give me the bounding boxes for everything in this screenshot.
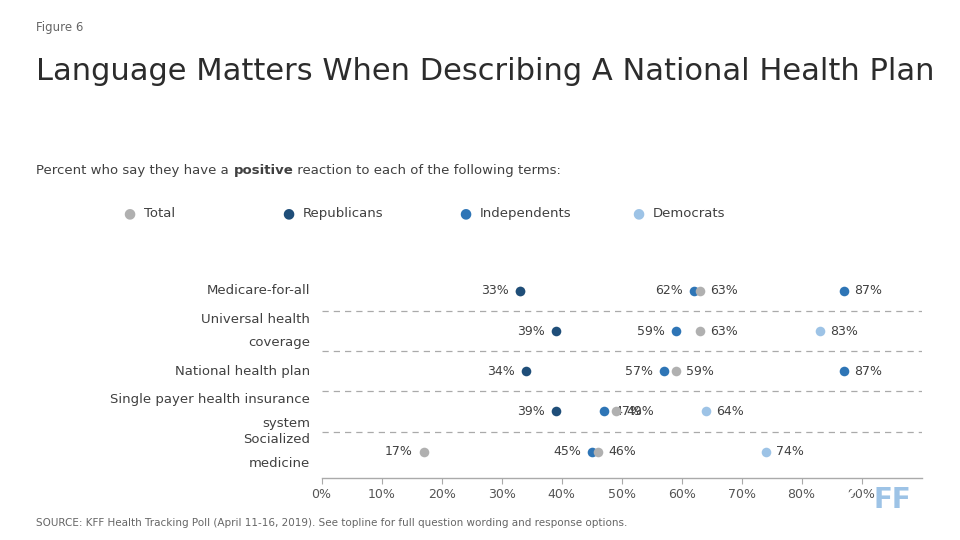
Text: Percent who say they have a: Percent who say they have a (36, 164, 233, 177)
Text: Democrats: Democrats (653, 207, 726, 220)
Text: 87%: 87% (854, 364, 882, 378)
Text: Universal health: Universal health (202, 313, 310, 326)
Text: HENRY J. KAISER: HENRY J. KAISER (836, 512, 881, 518)
Text: 74%: 74% (777, 446, 804, 458)
Text: 34%: 34% (487, 364, 515, 378)
Text: Total: Total (144, 207, 175, 220)
Point (836, 286, 852, 295)
Text: 46%: 46% (609, 446, 636, 458)
Text: ●: ● (124, 206, 135, 220)
Text: 63%: 63% (710, 284, 738, 297)
Text: ●: ● (633, 206, 644, 220)
Text: 39%: 39% (517, 405, 544, 418)
Point (757, 448, 773, 456)
Text: Socialized: Socialized (243, 434, 310, 447)
Text: coverage: coverage (248, 336, 310, 349)
Point (518, 367, 534, 376)
Text: ●: ● (282, 206, 294, 220)
Text: 17%: 17% (385, 446, 413, 458)
Text: 47%: 47% (614, 405, 642, 418)
Text: K: K (839, 486, 860, 514)
Text: FAMILY FOUNDATION: FAMILY FOUNDATION (836, 519, 893, 524)
Point (512, 286, 527, 295)
Text: system: system (262, 417, 310, 430)
Text: 49%: 49% (626, 405, 654, 418)
Text: positive: positive (233, 164, 293, 177)
Text: 45%: 45% (553, 446, 581, 458)
Point (589, 448, 605, 456)
Point (668, 327, 684, 335)
Text: 39%: 39% (517, 325, 544, 338)
Point (548, 327, 564, 335)
Text: SOURCE: KFF Health Tracking Poll (April 11-16, 2019). See topline for full quest: SOURCE: KFF Health Tracking Poll (April … (36, 518, 628, 528)
Point (668, 367, 684, 376)
Text: 59%: 59% (636, 325, 664, 338)
Text: Republicans: Republicans (302, 207, 383, 220)
Point (692, 286, 708, 295)
Point (685, 286, 701, 295)
Text: 59%: 59% (686, 364, 714, 378)
Text: Medicare-for-all: Medicare-for-all (206, 284, 310, 297)
Text: 57%: 57% (625, 364, 653, 378)
Text: Independents: Independents (480, 207, 571, 220)
Point (596, 407, 612, 416)
Text: ●: ● (460, 206, 471, 220)
Text: National health plan: National health plan (175, 364, 310, 378)
Point (548, 407, 564, 416)
Text: 62%: 62% (655, 284, 683, 297)
Text: Language Matters When Describing A National Health Plan: Language Matters When Describing A Natio… (36, 57, 935, 86)
Point (692, 327, 708, 335)
Text: medicine: medicine (249, 457, 310, 470)
Point (608, 407, 623, 416)
Point (698, 407, 713, 416)
Text: FF: FF (874, 486, 912, 514)
Text: Figure 6: Figure 6 (36, 21, 84, 33)
Text: 83%: 83% (830, 325, 858, 338)
Text: Single payer health insurance: Single payer health insurance (110, 393, 310, 406)
Text: 33%: 33% (481, 284, 509, 297)
Point (656, 367, 671, 376)
Point (812, 327, 828, 335)
Point (584, 448, 599, 456)
Text: reaction to each of the following terms:: reaction to each of the following terms: (293, 164, 561, 177)
Text: 87%: 87% (854, 284, 882, 297)
Text: 63%: 63% (710, 325, 738, 338)
Point (416, 448, 431, 456)
Point (836, 367, 852, 376)
Text: 64%: 64% (716, 405, 744, 418)
Point (512, 286, 527, 295)
